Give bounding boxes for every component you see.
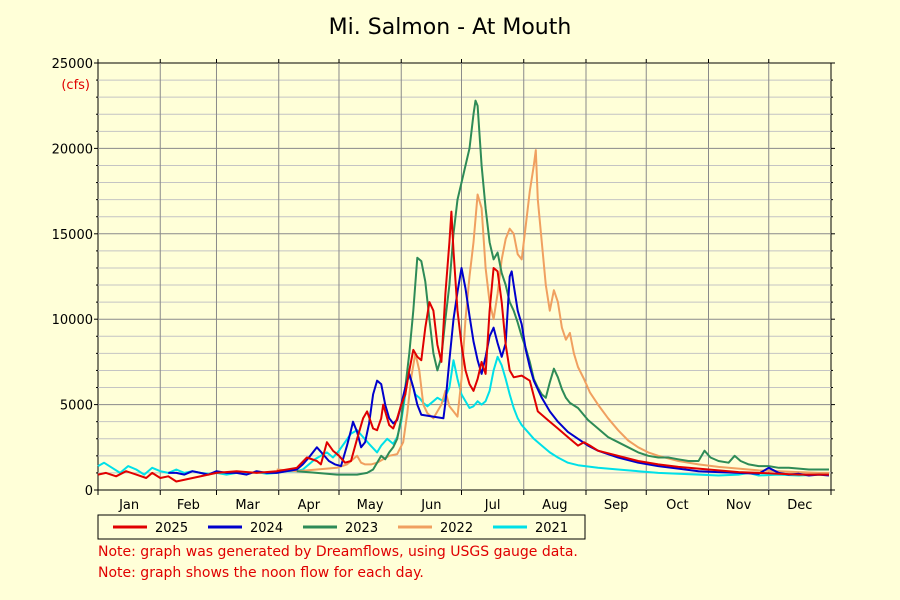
note-noon-flow: Note: graph shows the noon flow for each… [98,565,424,581]
x-tick-label: Dec [787,498,812,513]
legend-label-2025: 2025 [155,521,188,536]
note-data-source: Note: graph was generated by Dreamflows,… [98,544,578,560]
y-tick-label: 15000 [52,228,93,243]
y-tick-label: 20000 [52,142,93,157]
legend-items: 2025 2024 2023 2022 2021 [113,521,568,536]
plot-area [97,62,832,491]
y-tick-label: 5000 [60,399,93,414]
y-axis-tick-labels: 0 5000 10000 15000 20000 25000 [52,57,93,499]
x-tick-label: Nov [726,498,752,513]
legend-label-2024: 2024 [250,521,283,536]
x-tick-label: Aug [542,498,567,513]
legend-label-2022: 2022 [440,521,473,536]
x-axis-tick-labels: Jan Feb Mar Apr May Jun Jul Aug Sep Oct Nov Dec [118,498,812,513]
series-line-2023 [296,99,829,476]
chart-title: Mi. Salmon - At Mouth [329,15,572,40]
y-tick-label: 10000 [52,313,93,328]
legend-label-2023: 2023 [345,521,378,536]
series-line-2025 [97,210,829,483]
legend-label-2021: 2021 [535,521,568,536]
y-tick-label: 0 [85,484,93,499]
x-tick-label: Sep [604,498,629,513]
x-tick-label: Jan [118,498,139,513]
x-tick-label: Jun [420,498,441,513]
y-tick-label: 25000 [52,57,93,72]
x-tick-label: Apr [298,498,321,513]
axis-ticks [94,59,835,495]
x-tick-label: Oct [666,498,688,513]
x-tick-label: Mar [235,498,260,513]
grid-lines [98,63,831,490]
x-tick-label: Feb [177,498,200,513]
series-line-2022 [276,149,829,474]
y-axis-unit-label: (cfs) [61,78,90,93]
series-layer [97,99,830,483]
x-tick-label: Jul [484,498,501,513]
x-tick-label: May [357,498,384,513]
